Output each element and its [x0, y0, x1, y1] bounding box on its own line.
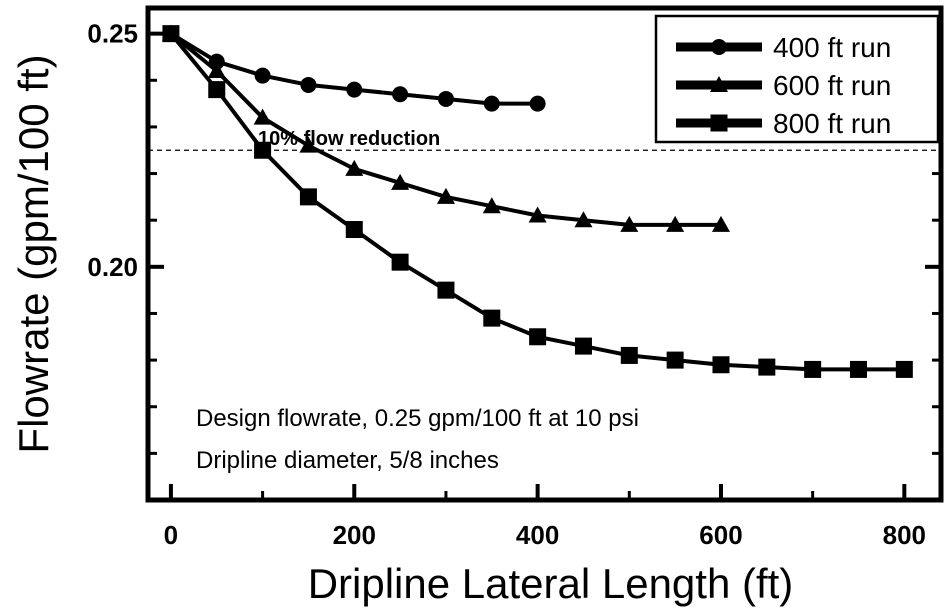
y-tick-label: 0.20 — [87, 252, 138, 282]
data-point — [529, 95, 546, 112]
data-point — [345, 221, 363, 239]
x-tick-label: 400 — [516, 520, 559, 550]
data-point — [895, 360, 913, 378]
legend-swatch-marker — [710, 76, 728, 92]
legend-label: 800 ft run — [773, 108, 891, 139]
data-point — [437, 90, 454, 107]
dripline-diameter-note: Dripline diameter, 5/8 inches — [196, 447, 499, 474]
y-axis-title: Flowrate (gpm/100 ft) — [10, 54, 57, 453]
data-point — [391, 253, 409, 271]
data-point — [620, 215, 639, 232]
data-point — [529, 328, 547, 346]
legend: 400 ft run 600 ft run 800 ft run — [654, 14, 940, 144]
x-tick-label: 200 — [333, 520, 376, 550]
data-point — [253, 108, 272, 125]
legend-label: 400 ft run — [773, 32, 891, 63]
data-point — [392, 86, 409, 103]
data-point — [483, 95, 500, 112]
data-point — [666, 351, 684, 369]
data-point — [804, 360, 822, 378]
data-point — [346, 81, 363, 98]
design-flowrate-note: Design flowrate, 0.25 gpm/100 ft at 10 p… — [196, 405, 639, 432]
data-point — [345, 159, 364, 176]
data-point — [574, 211, 593, 228]
data-point — [208, 81, 226, 99]
series-group — [161, 24, 913, 378]
data-point — [711, 215, 730, 232]
data-point — [207, 61, 226, 78]
legend-item-1: 600 ft run — [676, 70, 891, 101]
data-point — [620, 346, 638, 364]
data-point — [299, 188, 317, 206]
data-point — [758, 358, 776, 376]
data-point — [300, 76, 317, 93]
data-point — [482, 197, 501, 214]
data-point — [436, 187, 455, 204]
data-point — [299, 136, 318, 153]
data-point — [162, 25, 180, 43]
x-axis-title: Dripline Lateral Length (ft) — [308, 560, 794, 607]
data-point — [574, 337, 592, 355]
y-tick-label: 0.25 — [87, 19, 138, 49]
data-point — [254, 141, 272, 159]
data-point — [483, 309, 501, 327]
legend-item-0: 400 ft run — [676, 32, 891, 63]
data-point — [712, 356, 730, 374]
data-point — [254, 67, 271, 84]
legend-swatch-marker — [711, 39, 727, 55]
data-point — [666, 215, 685, 232]
tick-labels: 0.20 0.25 0 200 400 600 800 — [87, 19, 926, 550]
series-1 — [161, 24, 730, 232]
data-point — [391, 173, 410, 190]
data-point — [528, 206, 547, 223]
legend-swatch-marker — [710, 114, 728, 132]
legend-item-2: 800 ft run — [676, 108, 891, 139]
x-tick-label: 600 — [699, 520, 742, 550]
data-point — [437, 281, 455, 299]
series-2 — [162, 25, 913, 378]
plot-frame — [145, 5, 944, 503]
data-point — [849, 360, 867, 378]
legend-label: 600 ft run — [773, 70, 891, 101]
x-tick-label: 800 — [883, 520, 926, 550]
x-tick-label: 0 — [164, 520, 178, 550]
